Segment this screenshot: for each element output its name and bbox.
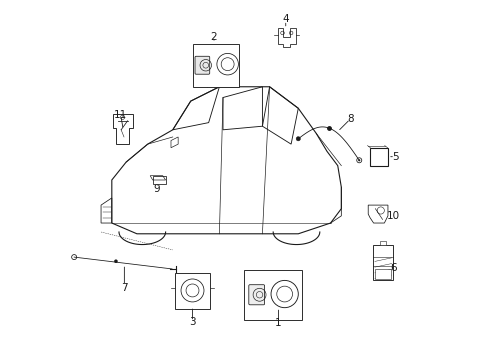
Bar <box>244 270 301 320</box>
Bar <box>174 273 210 309</box>
Text: 1: 1 <box>275 319 281 328</box>
Text: 5: 5 <box>391 152 398 162</box>
FancyBboxPatch shape <box>248 285 264 305</box>
Text: 4: 4 <box>282 14 288 24</box>
Circle shape <box>114 260 118 263</box>
Bar <box>380 241 386 244</box>
Text: 10: 10 <box>386 211 399 221</box>
Circle shape <box>296 136 300 141</box>
Text: 3: 3 <box>189 317 195 327</box>
Bar <box>192 44 239 87</box>
Text: 2: 2 <box>210 32 217 41</box>
Text: 6: 6 <box>389 263 396 273</box>
Text: 11: 11 <box>114 111 127 121</box>
Bar <box>152 176 165 184</box>
Bar <box>369 148 387 166</box>
Text: 7: 7 <box>121 283 127 293</box>
FancyBboxPatch shape <box>195 56 209 74</box>
Bar <box>374 269 390 279</box>
Text: 9: 9 <box>153 184 160 194</box>
Text: 8: 8 <box>346 114 353 124</box>
Circle shape <box>357 159 360 161</box>
Bar <box>373 244 392 280</box>
